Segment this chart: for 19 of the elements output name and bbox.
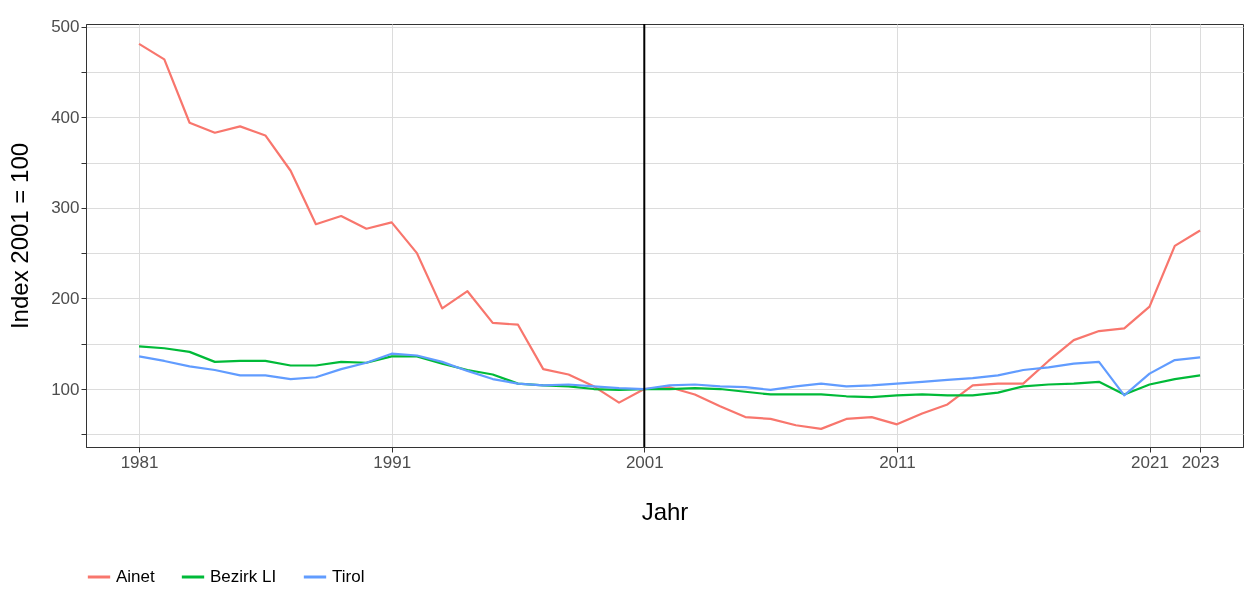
line-series — [137, 352, 1202, 397]
x-axis-title: Jahr — [641, 497, 689, 525]
y-axis-title: Index 2001 = 100 — [6, 142, 34, 330]
x-tick-label: 2001 — [625, 452, 664, 472]
x-tick-label: 2023 — [1181, 452, 1220, 472]
y-tick-label: 100 — [51, 379, 80, 399]
legend-label: Bezirk LI — [210, 567, 277, 586]
x-tick-label: 1991 — [373, 452, 412, 472]
y-tick-label: 300 — [51, 198, 80, 218]
legend-label: Tirol — [332, 567, 365, 586]
x-tick-label: 2011 — [879, 452, 916, 472]
y-tick-label: 200 — [51, 288, 80, 308]
legend-label: Ainet — [116, 567, 156, 586]
x-tick-label: 1981 — [120, 452, 159, 472]
line-series — [137, 345, 1202, 399]
x-tick-label: 2021 — [1131, 452, 1169, 472]
line-series — [137, 42, 1202, 430]
y-tick-label: 500 — [51, 17, 80, 37]
y-tick-label: 400 — [51, 107, 80, 127]
